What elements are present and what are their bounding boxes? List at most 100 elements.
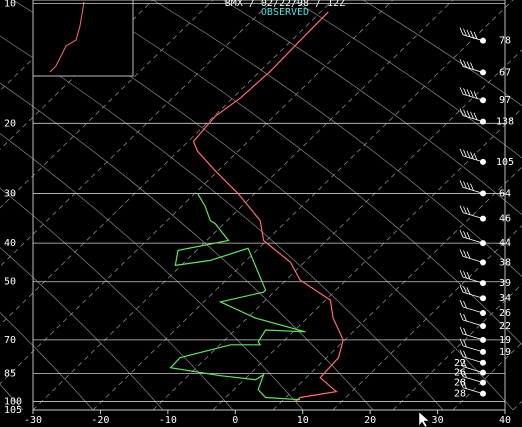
wind-barb [459,59,464,67]
y-tick-label: 85 [4,368,16,379]
wind-barb [459,180,464,188]
x-tick-label: 30 [432,415,444,426]
wind-dot [480,280,486,287]
wind-speed-label: 28 [454,378,466,389]
wind-barb [463,339,467,348]
adiabat-line [0,82,374,411]
wind-dot [480,390,486,397]
wind-dot [480,323,486,330]
wind-speed-label: 105 [496,157,514,168]
wind-dot [480,259,486,266]
wind-barb [459,299,464,308]
wind-speed-label: 19 [499,347,511,358]
wind-barb [473,112,478,120]
x-tick-label: 20 [364,415,376,426]
wind-speed-label: 44 [499,238,511,249]
wind-barb [459,249,464,257]
wind-dot [480,379,486,386]
wind-speed-label: 67 [499,67,511,78]
adiabat-line [82,0,522,346]
wind-barb [466,150,471,159]
wind-barb [470,90,474,98]
adiabat-line [0,133,304,411]
wind-barb [463,28,467,36]
wind-barb [470,30,474,38]
inset-box [32,0,134,77]
wind-dot [480,97,486,104]
isotherm-line [32,0,454,411]
y-tick-label: 105 [4,405,22,416]
wind-barb [463,271,467,279]
wind-speed-label: 26 [454,368,466,379]
wind-speed-label: 19 [499,335,511,346]
wind-barb [470,62,474,70]
wind-barb [459,349,464,357]
wind-barb [463,381,467,389]
wind-barb [466,61,471,69]
wind-speed-label: 138 [496,117,514,128]
wind-barb [466,272,471,280]
wind-dot [480,240,486,247]
profile-line [192,11,344,403]
wind-speed-label: 38 [499,257,511,268]
y-tick-label: 50 [4,277,16,288]
diagram-lines [0,0,522,411]
wind-dot [480,309,486,316]
y-tick-label: 40 [4,238,16,249]
wind-barb [463,300,467,309]
wind-barb [463,149,467,158]
wind-barb [463,313,467,322]
adiabat-line [292,0,522,159]
adiabat-line [0,312,94,411]
isotherm-line [0,0,394,385]
wind-barb [470,151,474,160]
wind-speed-label: 46 [499,214,511,225]
wind-barb [473,152,478,161]
wind-barb [463,327,467,336]
y-tick-label: 30 [4,188,16,199]
isotherm-line [152,49,522,411]
adiabat-line [0,187,234,411]
wind-dot [480,336,486,343]
wind-dot [480,118,486,125]
wind-dot [480,37,486,44]
wind-speed-label: 34 [499,293,511,304]
y-tick-label: 100 [4,397,22,408]
y-tick-label: 10 [4,0,16,9]
adiabat-line [362,0,522,107]
wind-dot [480,190,486,197]
inset-profile [49,1,85,73]
wind-barb [466,182,471,190]
adiabat-line [0,247,164,411]
wind-barb [466,110,471,118]
adiabat-line [222,0,522,216]
wind-barb [459,326,464,335]
chart-subtitle: OBSERVED [261,7,309,18]
wind-barb [466,89,471,97]
wind-speed-label: 39 [499,278,511,289]
x-tick-label: 40 [499,415,511,426]
wind-barb [459,312,464,321]
profile-line [169,193,306,401]
wind-barb [463,231,467,239]
x-tick-label: 10 [297,415,309,426]
wind-barb [463,350,467,358]
wind-dot [480,369,486,376]
wind-dot [480,348,486,355]
wind-barb [463,109,467,117]
x-tick-label: -20 [91,415,109,426]
wind-dot [480,295,486,302]
y-tick-label: 20 [4,118,16,129]
wind-barb [459,285,464,293]
wind-barb [459,269,464,278]
wind-speed-label: 26 [499,308,511,319]
x-tick-label: 0 [232,415,238,426]
wind-dot [480,359,486,366]
adiabat-line [152,0,522,278]
wind-barb [466,207,471,215]
wind-speed-label: 22 [499,321,511,332]
wind-barb [459,108,464,116]
x-tick-label: -10 [159,415,177,426]
